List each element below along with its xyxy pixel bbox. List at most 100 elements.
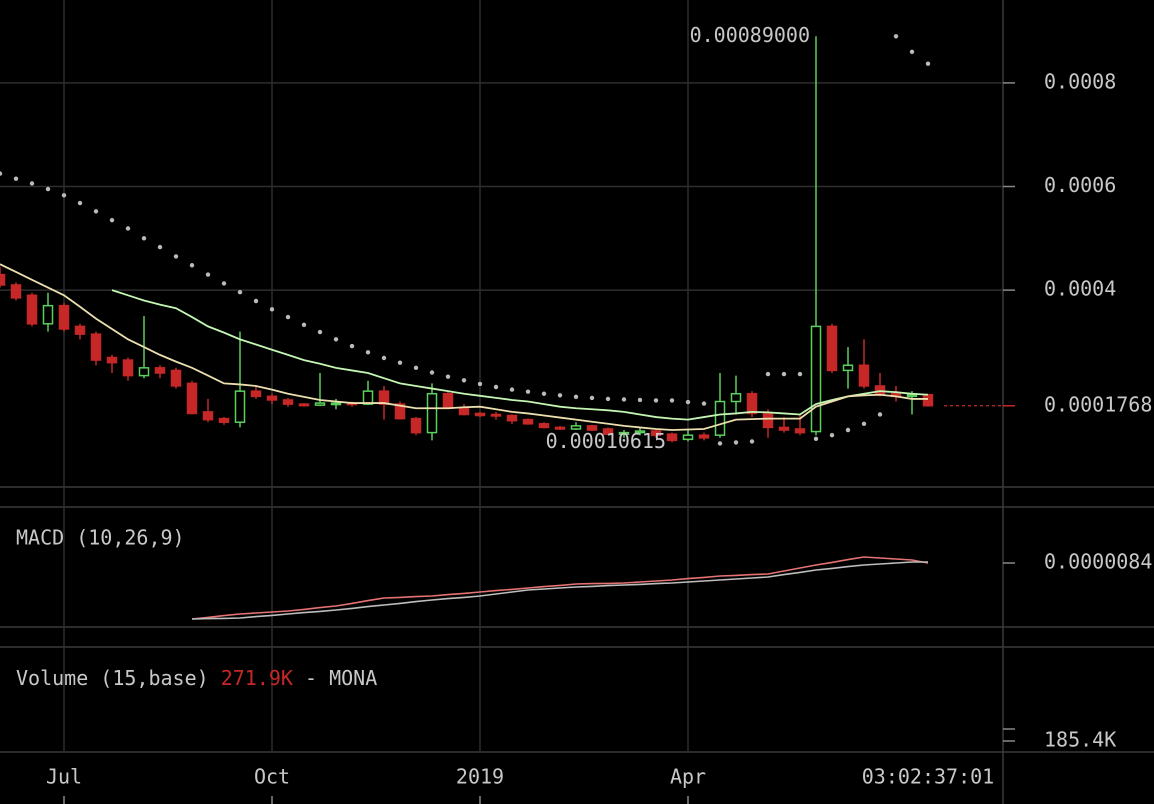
candle-body (522, 418, 534, 425)
sar-dot (205, 272, 211, 277)
sar-dot (13, 176, 19, 181)
panel-title: MACD (10,26,9) (16, 526, 185, 550)
candle-body (490, 413, 502, 417)
moving-average (111, 289, 929, 421)
sar-dot (797, 371, 803, 377)
sar-dot (909, 49, 915, 55)
candle-body (538, 423, 550, 429)
sar-dot (509, 387, 515, 392)
last-price-label: 0.0001768 (1044, 392, 1152, 416)
sar-dot (0, 171, 3, 176)
candle-body (650, 430, 662, 436)
candle-body (186, 382, 198, 415)
sar-dot (733, 440, 739, 445)
candle-body (906, 394, 918, 398)
x-tick-label: Apr (670, 765, 706, 789)
candle-body (362, 390, 374, 405)
candle-body (106, 356, 118, 364)
candle-body (10, 284, 22, 299)
sar-dot (141, 236, 147, 241)
candle-body (0, 273, 6, 286)
volume-unit: - MONA (305, 666, 377, 690)
sar-dot (813, 436, 819, 442)
candle-body (42, 304, 54, 325)
candle-body (842, 364, 854, 372)
extreme-label: 0.00089000 (690, 23, 810, 47)
candle-body (874, 385, 886, 395)
sar-dot (301, 322, 307, 328)
candle-body (714, 400, 726, 436)
candle-body (586, 425, 598, 431)
sar-dot (317, 329, 323, 335)
sar-dot (157, 244, 163, 250)
candle-body (282, 399, 294, 405)
y-tick-label: 0.0006 (1044, 173, 1116, 197)
x-tick-label: Oct (254, 765, 290, 789)
candle-body (618, 431, 630, 435)
candle-body (746, 392, 758, 415)
sar-dot (285, 314, 291, 320)
candle-body (682, 434, 694, 441)
extreme-label: 0.00010615 (546, 429, 666, 453)
candle-body (794, 428, 806, 434)
sar-dot (557, 393, 563, 398)
candle-body (218, 417, 230, 423)
candle-body (58, 304, 70, 330)
candle-body (26, 294, 38, 325)
candle-body (138, 367, 150, 377)
candle-body (90, 333, 102, 361)
sar-dot (173, 254, 179, 259)
candle-body (458, 407, 470, 416)
candle-body (410, 417, 422, 434)
sar-dot (829, 432, 835, 438)
candle-body (826, 325, 838, 372)
candle-body (74, 325, 86, 335)
sar-dot (29, 181, 35, 186)
sar-dot (877, 412, 883, 417)
candle-body (570, 425, 582, 430)
candle-body (730, 392, 742, 403)
sar-dot (365, 350, 371, 355)
candle-body (154, 367, 166, 374)
sar-dot (637, 397, 643, 403)
candle-body (810, 325, 822, 433)
sar-dot (861, 421, 867, 426)
sar-dot (45, 186, 51, 192)
candle-body (122, 359, 134, 377)
candle-body (298, 403, 310, 407)
volume-last: 271.9K (221, 666, 293, 690)
sar-dot (621, 397, 627, 402)
countdown: 03:02:37:01 (862, 765, 994, 789)
candle-body (858, 364, 870, 387)
sar-dot (237, 290, 243, 295)
sar-dot (189, 263, 195, 268)
candle-body (554, 426, 566, 430)
candle-body (378, 390, 390, 405)
sar-dot (669, 398, 675, 403)
candle-body (698, 434, 710, 439)
candle-body (778, 426, 790, 431)
sar-dot (573, 394, 579, 400)
sar-dot (653, 398, 659, 403)
sar-dot (461, 378, 467, 383)
sar-dot (845, 427, 851, 433)
sar-dot (749, 439, 755, 444)
sar-dot (605, 396, 611, 402)
sar-dot (381, 355, 387, 361)
candle-body (330, 402, 342, 406)
volume-title: Volume (15,base) (16, 666, 209, 690)
y-tick-label: 0.0004 (1044, 277, 1116, 301)
sar-dot (93, 209, 99, 214)
sar-dot (701, 401, 707, 406)
candle-body (394, 403, 406, 420)
sar-dot (541, 391, 547, 396)
candle-body (170, 369, 182, 387)
x-tick-label: 2019 (456, 765, 504, 789)
sar-dot (493, 384, 499, 390)
sar-dot (221, 281, 227, 286)
candle-body (234, 390, 246, 423)
sar-dot (717, 441, 723, 446)
panel-title: Volume (15,base) 271.9K - MONA (16, 666, 377, 690)
sar-dot (765, 371, 771, 377)
